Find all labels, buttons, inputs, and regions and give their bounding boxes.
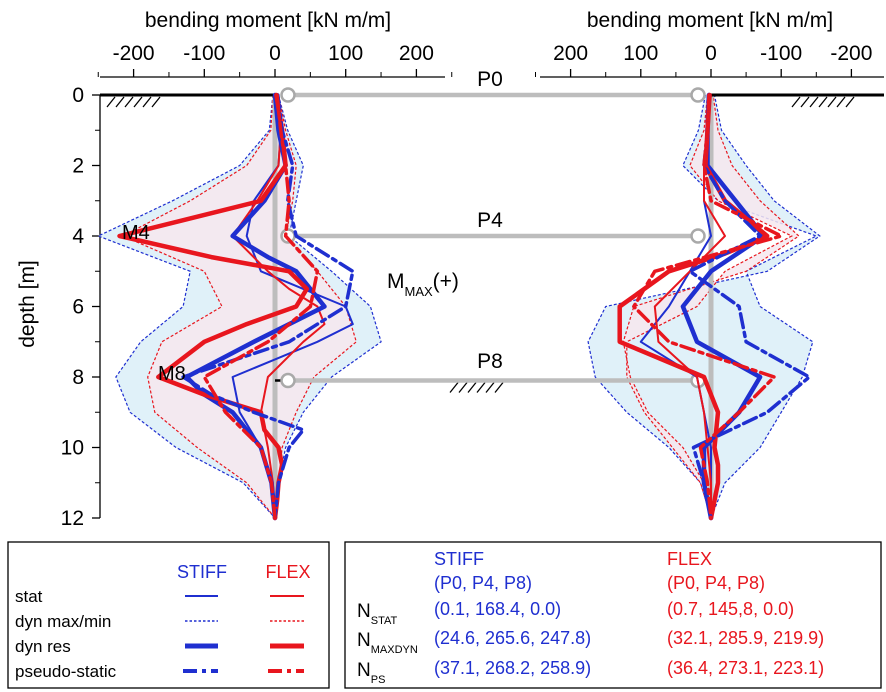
table-row-label-nstat: NSTAT [357,601,397,627]
left-top-tick-label: -100 [183,42,225,65]
ground-hatch [818,96,828,108]
legend-label-dyn-maxmin: dyn max/min [15,612,111,631]
ground-hatch [115,96,125,108]
left-top-tick-label: -200 [113,42,155,65]
right-top-axis-label: bending moment [kN m/m] [587,9,833,32]
axes-layer: -200 -100 0 100 200 200 100 0 -100 -200 0 2 4 6 8 10 12 [61,42,884,530]
left-envelope-stiff-max-line [274,94,382,519]
left-series-pseudo-static-flex [202,93,320,520]
right-envelope-stiff-max-line [587,94,821,519]
left-series-stat-stiff [231,94,354,519]
left-top-tick-label: 100 [328,42,363,65]
left-series-pseudo-static-stiff [181,93,355,520]
ground-hatch [845,96,855,108]
annotation-m4: M4 [122,222,150,244]
table-stiff-nstat: (0.1, 168.4, 0.0) [434,599,561,619]
right-series-pseudo-static-flex [632,93,783,520]
ground-hatch [142,96,152,108]
legend-frame [7,541,330,689]
left-top-tick-label: 200 [399,42,434,65]
level-label-p4: P4 [477,209,503,232]
table-flex-nmaxdyn: (32.1, 285.9, 219.9) [667,628,824,648]
right-envelope-flex-min-line [626,94,794,519]
table-head-stiff: STIFF [434,549,484,569]
ground-hatch [133,96,143,108]
table-sub-stiff: (P0, P4, P8) [434,573,532,593]
table-flex-nstat: (0.7, 145,8, 0.0) [667,599,794,619]
legend-header-stiff: STIFF [177,562,227,582]
y-tick-label: 12 [61,507,84,530]
table-stiff-nmaxdyn: (24.6, 265.6, 247.8) [434,628,591,648]
y-tick-label: 6 [72,296,84,319]
right-envelope-flex-max-line [622,94,800,519]
ground-hatch [836,96,846,108]
left-envelope-stiff-min-line [96,94,276,519]
y-tick-label: 4 [72,225,84,248]
table-stiff-nps: (37.1, 268.2, 258.9) [434,658,591,678]
ground-hatch [151,96,161,108]
axial-force-table: STIFF FLEX (P0, P4, P8) (P0, P4, P8) NST… [344,541,882,689]
prop-joint-left [280,87,296,103]
right-top-tick-label: 100 [623,42,658,65]
ground-hatch [485,382,495,393]
right-top-tick-label: -100 [760,42,802,65]
right-top-tick-label: 0 [705,42,717,65]
ground-hatch [494,382,504,393]
right-envelope-flex-fill [623,95,799,518]
legend: STIFF FLEX stat dyn max/min dyn res pseu… [7,541,330,689]
left-top-axis-label: bending moment [kN m/m] [145,9,391,32]
level-label-p0: P0 [477,68,503,91]
ground-hatch [791,96,801,108]
ground-hatch [106,96,116,108]
prop-joint-right [690,228,706,244]
prop-joint-right [690,87,706,103]
ground-hatch [458,382,468,393]
ground-hatch [449,382,459,393]
series-layer [117,92,812,521]
ground-hatch [467,382,477,393]
level-label-p8: P8 [477,350,503,373]
y-tick-label: 0 [72,84,84,107]
legend-label-pseudo-static: pseudo-static [15,662,117,681]
ground-hatch [809,96,819,108]
left-series-stat-flex [231,94,326,519]
legend-label-dyn-res: dyn res [15,637,71,656]
ground-hatch [827,96,837,108]
legend-header-flex: FLEX [265,562,310,582]
ground-hatch [124,96,134,108]
table-head-flex: FLEX [667,549,712,569]
table-frame [344,541,882,689]
table-row-label-nmaxdyn: NMAXDYN [357,630,418,656]
y-tick-label: 8 [72,366,84,389]
ground-hatch [800,96,810,108]
ground-hatch [476,382,486,393]
table-row-label-nps: NPS [357,660,385,686]
table-sub-flex: (P0, P4, P8) [667,573,765,593]
prop-joint-left [280,372,296,389]
legend-label-stat: stat [15,587,43,606]
y-axis-label: depth [m] [16,260,39,348]
right-top-tick-label: -200 [830,42,872,65]
y-tick-label: 2 [72,155,84,178]
y-tick-label: 10 [61,437,84,460]
left-series-dyn-res-flex [117,92,310,521]
annotation-m8: M8 [158,363,186,385]
left-envelope-flex-fill [123,95,357,518]
right-top-tick-label: 200 [553,42,588,65]
envelope-layer [96,94,821,519]
left-top-tick-label: 0 [269,42,281,65]
table-flex-nps: (36.4, 273.1, 223.1) [667,658,824,678]
left-envelope-flex-min-line [121,94,276,519]
right-envelope-stiff-min-line [682,94,818,519]
annotation-mmax: MMAX(+) [387,270,459,299]
